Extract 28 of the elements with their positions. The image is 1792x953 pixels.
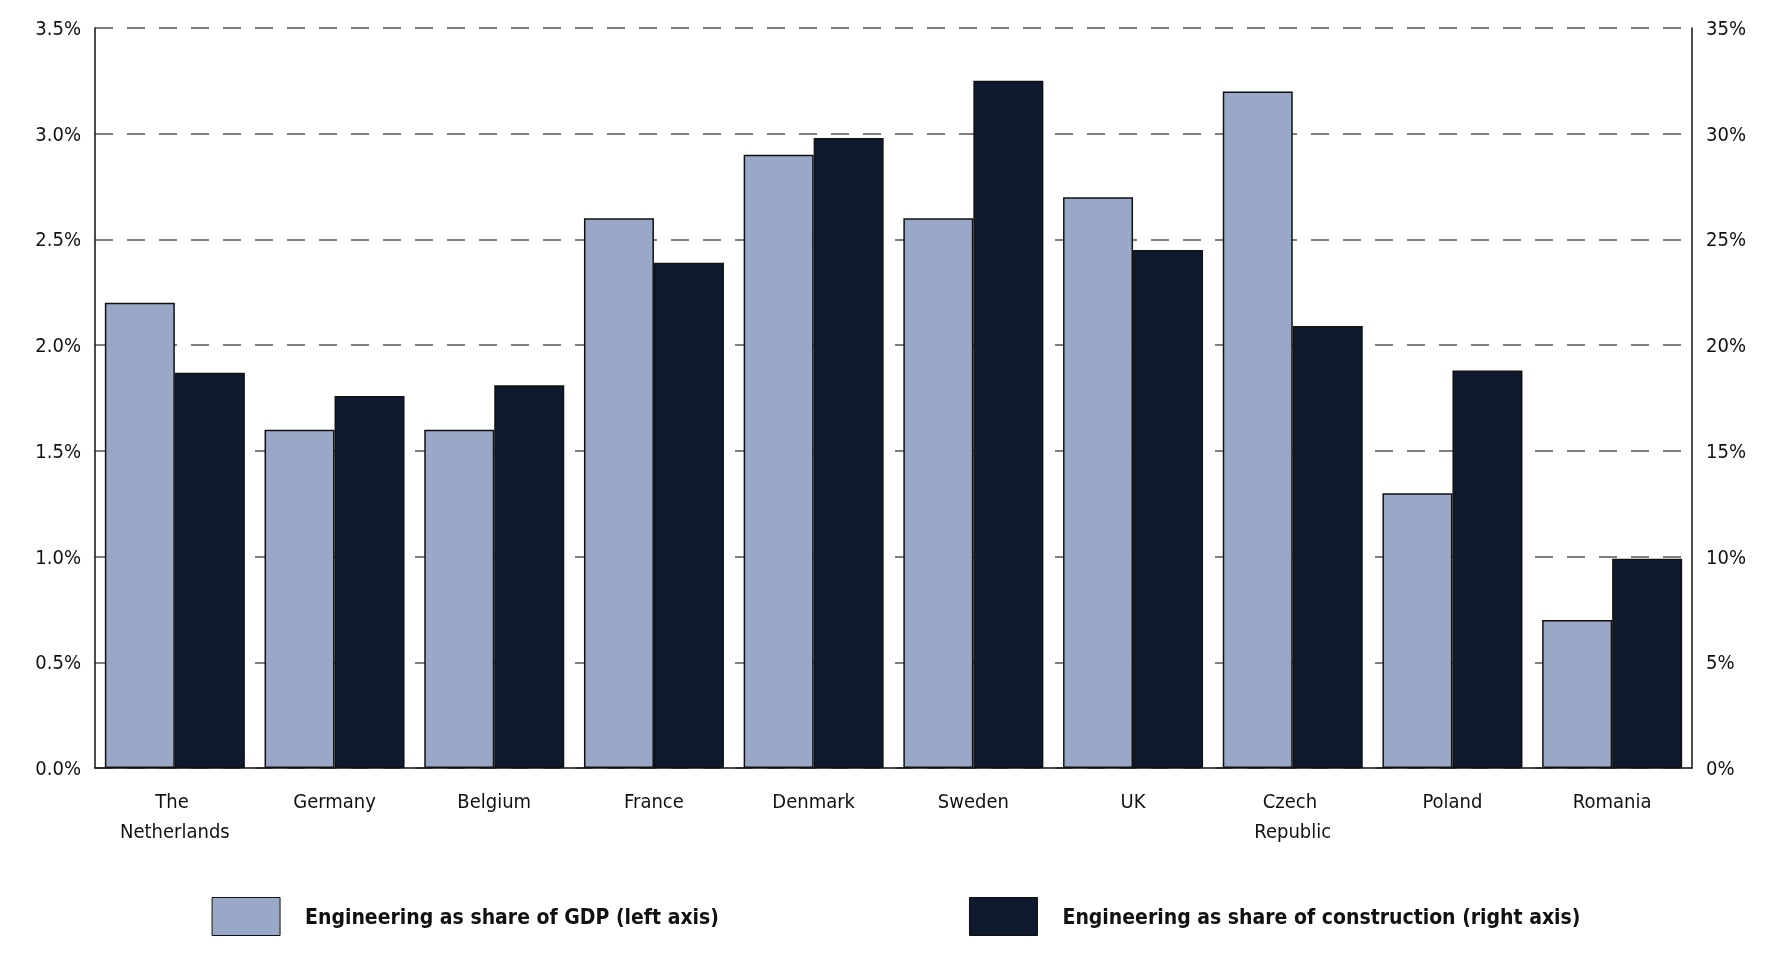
x-tick-label: The Netherlands bbox=[120, 789, 230, 843]
x-tick-label: Poland bbox=[1422, 789, 1483, 813]
y2-tick-label: 0% bbox=[1706, 756, 1735, 780]
y2-tick-label: 5% bbox=[1706, 650, 1735, 675]
legend-label: Engineering as share of GDP (left axis) bbox=[305, 904, 719, 929]
x-tick-label: Czech Republic bbox=[1254, 789, 1332, 843]
y-tick-label: 1.5% bbox=[35, 438, 81, 463]
x-tick-label: Belgium bbox=[457, 789, 532, 813]
y2-tick-label: 35% bbox=[1706, 16, 1746, 40]
x-tick-label: Romania bbox=[1572, 789, 1652, 813]
y2-tick-label: 15% bbox=[1706, 438, 1746, 463]
x-tick-label: Sweden bbox=[937, 789, 1009, 813]
y-tick-label: 0.5% bbox=[35, 650, 81, 675]
x-tick-label: UK bbox=[1120, 789, 1147, 813]
y2-tick-label: 30% bbox=[1706, 121, 1746, 146]
x-tick-label: France bbox=[624, 789, 684, 813]
y2-tick-label: 20% bbox=[1706, 333, 1746, 358]
y2-tick-label: 25% bbox=[1706, 227, 1746, 252]
y-tick-label: 2.5% bbox=[35, 227, 81, 252]
y-tick-label: 3.5% bbox=[35, 16, 81, 40]
legend-label: Engineering as share of construction (right axis) bbox=[1062, 904, 1581, 929]
y-tick-label: 0.0% bbox=[35, 756, 81, 780]
y-tick-label: 3.0% bbox=[35, 121, 81, 146]
x-tick-label: Germany bbox=[293, 789, 377, 813]
y-tick-label: 2.0% bbox=[35, 333, 81, 358]
x-tick-label: Denmark bbox=[772, 789, 856, 813]
y-tick-label: 1.0% bbox=[35, 544, 81, 569]
y2-tick-label: 10% bbox=[1706, 544, 1746, 569]
